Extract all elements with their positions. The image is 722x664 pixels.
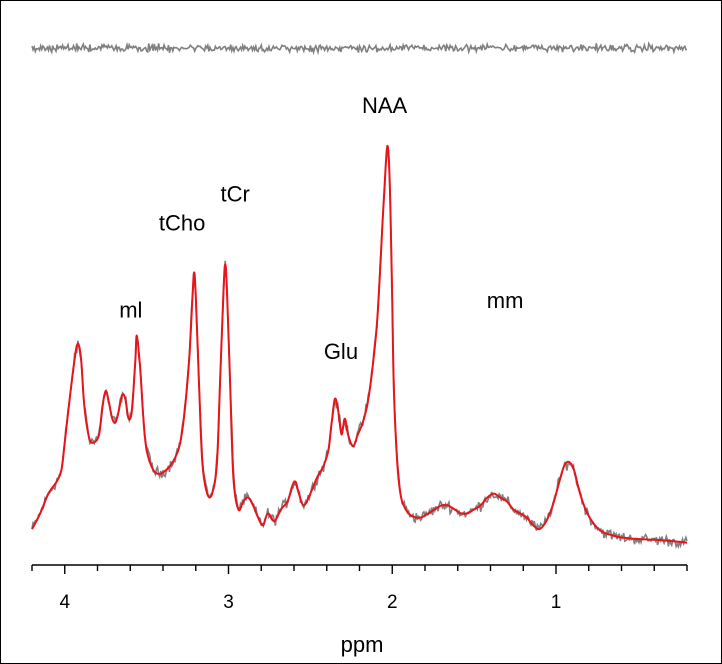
x-axis: 4 3 2 1 ppm (31, 564, 688, 657)
x-tick-label: 1 (551, 592, 562, 613)
peak-label-glu: Glu (324, 339, 358, 364)
peak-label-tcr: tCr (221, 182, 250, 207)
data-trace-group (31, 147, 688, 550)
x-axis-title: ppm (341, 632, 384, 657)
peak-label-naa: NAA (362, 93, 408, 118)
peak-label-mm: mm (487, 288, 524, 313)
fit-trace-group (31, 144, 688, 544)
peak-label-mi: ml (119, 298, 142, 323)
fit-series-line (31, 144, 688, 544)
peak-label-tcho: tCho (159, 210, 205, 235)
x-tick-label: 2 (387, 592, 398, 613)
x-tick-label: 4 (59, 592, 70, 613)
residual-series-line (31, 41, 688, 56)
residual-trace-group (31, 41, 688, 56)
data-series-line (31, 147, 688, 550)
x-tick-label: 3 (223, 592, 234, 613)
